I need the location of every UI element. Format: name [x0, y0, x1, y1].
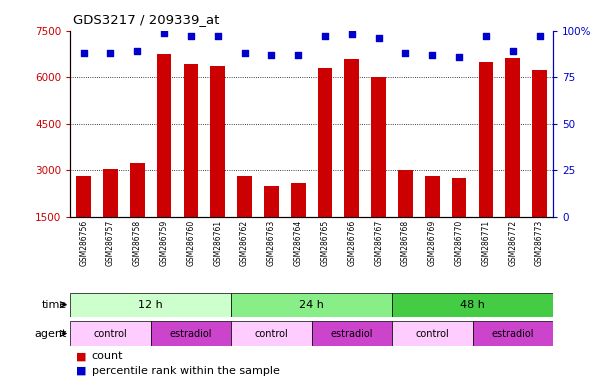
Bar	[103, 169, 118, 217]
Point	[293, 52, 303, 58]
Bar	[70, 293, 231, 317]
Point	[401, 50, 411, 56]
Text: 24 h: 24 h	[299, 300, 324, 310]
Point	[79, 50, 89, 56]
Point	[508, 48, 518, 54]
Text: percentile rank within the sample: percentile rank within the sample	[92, 366, 279, 376]
Text: control: control	[93, 328, 127, 339]
Bar	[472, 321, 553, 346]
Point	[213, 33, 222, 40]
Bar	[237, 176, 252, 217]
Text: ■: ■	[76, 366, 90, 376]
Point	[106, 50, 115, 56]
Bar	[70, 321, 151, 346]
Point	[347, 31, 357, 38]
Bar	[371, 77, 386, 217]
Bar	[505, 58, 520, 217]
Bar	[398, 170, 413, 217]
Point	[266, 52, 276, 58]
Text: ■: ■	[76, 351, 90, 361]
Text: GDS3217 / 209339_at: GDS3217 / 209339_at	[73, 13, 220, 26]
Text: 12 h: 12 h	[138, 300, 163, 310]
Bar	[231, 293, 392, 317]
Text: 48 h: 48 h	[460, 300, 485, 310]
Bar	[157, 54, 172, 217]
Text: estradiol: estradiol	[491, 328, 534, 339]
Point	[428, 52, 437, 58]
Text: estradiol: estradiol	[170, 328, 212, 339]
Point	[159, 30, 169, 36]
Bar	[76, 176, 91, 217]
Point	[481, 33, 491, 40]
Bar	[231, 321, 312, 346]
Text: control: control	[255, 328, 288, 339]
Bar	[392, 321, 472, 346]
Text: agent: agent	[35, 329, 67, 339]
Point	[535, 33, 544, 40]
Bar	[151, 321, 231, 346]
Bar	[345, 59, 359, 217]
Bar	[318, 68, 332, 217]
Point	[374, 35, 384, 41]
Bar	[183, 64, 199, 217]
Bar	[291, 184, 306, 217]
Point	[240, 50, 249, 56]
Bar	[312, 321, 392, 346]
Text: time: time	[42, 300, 67, 310]
Bar	[392, 293, 553, 317]
Bar	[264, 185, 279, 217]
Text: count: count	[92, 351, 123, 361]
Bar	[425, 176, 440, 217]
Bar	[452, 178, 466, 217]
Text: estradiol: estradiol	[331, 328, 373, 339]
Point	[320, 33, 330, 40]
Bar	[532, 70, 547, 217]
Bar	[130, 163, 145, 217]
Point	[186, 33, 196, 40]
Point	[133, 48, 142, 54]
Point	[454, 54, 464, 60]
Text: control: control	[415, 328, 449, 339]
Bar	[478, 62, 493, 217]
Bar	[210, 66, 225, 217]
